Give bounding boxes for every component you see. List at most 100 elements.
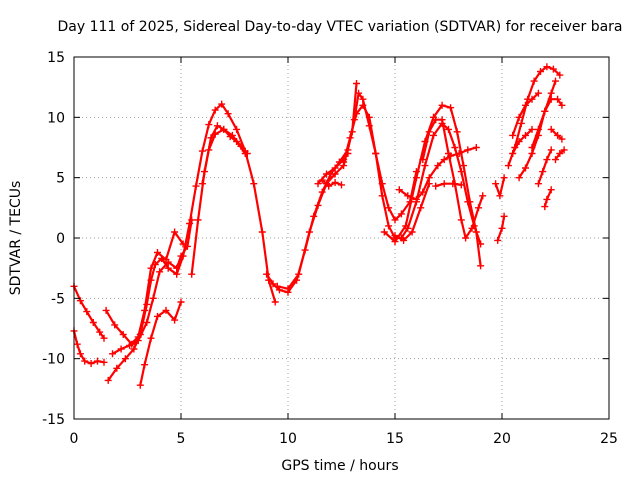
data-point — [500, 174, 508, 182]
data-point — [211, 106, 219, 114]
data-point — [457, 216, 465, 224]
data-point — [372, 150, 380, 157]
data-point — [449, 180, 457, 188]
series-track-29 — [547, 125, 566, 143]
data-point — [552, 156, 559, 164]
data-point — [425, 180, 433, 188]
data-point — [83, 308, 91, 316]
series-track-19 — [492, 174, 508, 200]
data-point — [515, 113, 523, 121]
data-point — [121, 355, 129, 363]
y-axis-label: SDTVAR / TECUs — [8, 181, 24, 296]
data-point — [558, 101, 566, 109]
y-tick-label: -15 — [42, 412, 65, 428]
series-track-6 — [109, 228, 187, 358]
data-point — [528, 150, 536, 157]
data-point — [173, 264, 181, 272]
data-point — [400, 236, 408, 244]
x-tick-label: 15 — [386, 431, 404, 447]
series-track-26 — [528, 95, 566, 151]
data-point — [543, 63, 551, 71]
data-point — [549, 65, 557, 73]
y-tick-label: 0 — [56, 231, 65, 247]
data-point — [263, 270, 271, 278]
series-track-14 — [380, 101, 485, 270]
data-point — [171, 316, 179, 324]
data-point — [147, 334, 155, 342]
data-point — [547, 95, 555, 103]
data-point — [171, 228, 179, 236]
x-tick-label: 20 — [493, 431, 511, 447]
y-tick-label: -10 — [42, 352, 65, 368]
data-series — [70, 63, 568, 389]
data-point — [464, 146, 472, 154]
data-point — [295, 270, 303, 278]
data-point — [177, 252, 185, 260]
series-track-9 — [263, 89, 420, 296]
data-point — [475, 204, 482, 212]
data-point — [479, 192, 487, 200]
data-point — [451, 144, 459, 151]
data-point — [346, 134, 354, 142]
data-point — [192, 182, 200, 190]
data-point — [554, 95, 562, 103]
series-line — [276, 82, 358, 290]
data-point — [87, 360, 95, 367]
series-line — [265, 92, 418, 294]
data-point — [515, 174, 523, 182]
data-point — [500, 212, 508, 220]
data-point — [425, 128, 433, 136]
data-point — [325, 182, 333, 190]
data-point — [472, 144, 480, 151]
data-point — [560, 146, 568, 154]
data-point — [378, 192, 386, 200]
data-point — [543, 195, 551, 203]
data-point — [198, 180, 206, 188]
data-point — [258, 228, 266, 236]
data-point — [417, 204, 425, 212]
grid — [74, 57, 609, 419]
data-point — [134, 333, 142, 341]
data-point — [430, 131, 437, 139]
data-point — [397, 210, 405, 218]
data-point — [522, 164, 529, 172]
data-point — [558, 135, 566, 143]
data-point — [462, 234, 470, 242]
data-point — [391, 216, 399, 224]
data-point — [432, 182, 440, 190]
data-point — [141, 306, 149, 314]
data-point — [188, 270, 196, 278]
series-track-10 — [273, 80, 360, 293]
series-track-23 — [509, 89, 542, 139]
data-point — [466, 198, 474, 206]
data-point — [391, 238, 399, 246]
data-point — [338, 181, 345, 189]
data-point — [340, 158, 348, 166]
data-point — [359, 95, 367, 103]
data-point — [130, 345, 138, 353]
series-line — [321, 179, 343, 188]
data-point — [522, 131, 529, 139]
data-point — [455, 150, 463, 157]
series-track-27 — [541, 186, 555, 211]
data-point — [421, 162, 429, 170]
data-point — [271, 298, 279, 306]
data-point — [380, 228, 388, 236]
y-tick-label: 15 — [47, 50, 65, 66]
data-point — [228, 131, 236, 139]
data-point — [89, 319, 97, 326]
data-point — [385, 222, 393, 230]
data-point — [541, 107, 549, 115]
data-point — [100, 358, 108, 366]
data-point — [365, 113, 373, 121]
series-track-15 — [395, 144, 480, 203]
data-point — [156, 268, 164, 276]
data-point — [534, 89, 542, 97]
data-point — [188, 216, 196, 224]
data-point — [111, 321, 119, 329]
data-point — [117, 345, 125, 353]
data-point — [194, 216, 202, 224]
data-point — [173, 270, 181, 278]
data-point — [522, 101, 529, 109]
data-point — [539, 168, 547, 176]
